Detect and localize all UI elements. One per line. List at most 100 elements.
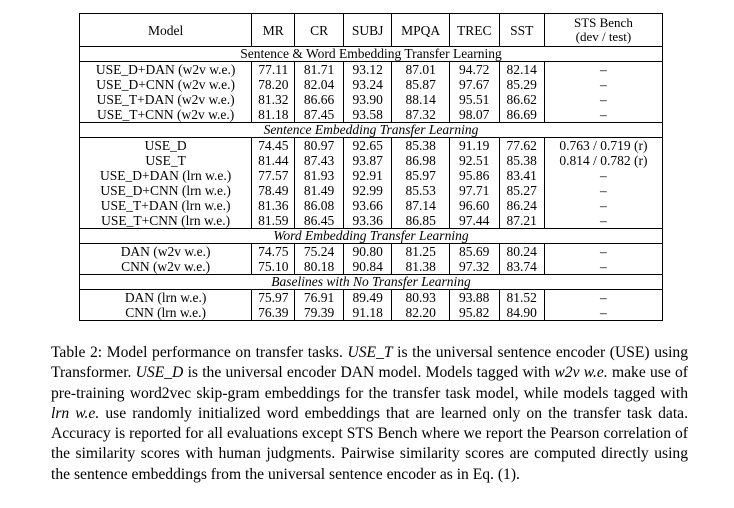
cell-cr: 87.45 [294,107,344,123]
cell-sst: 85.27 [498,183,545,198]
cell-trec: 97.32 [448,259,500,275]
cell-model: USE_T+DAN (lrn w.e.) [78,198,252,213]
cell-mr: 76.39 [251,305,295,321]
cell-subj: 93.36 [342,213,392,229]
cell-trec: 97.67 [448,77,500,92]
cell-mr: 75.97 [251,289,295,305]
section-title: Sentence Embedding Transfer Learning [79,122,663,138]
cell-model: USE_D+DAN (w2v w.e.) [78,61,252,77]
cell-mpqa: 87.32 [391,107,450,123]
table-row: DAN (lrn w.e.) 75.97 76.91 89.49 80.93 93.88 8… [78,289,663,305]
caption-text-5: use randomly initialized word embeddings… [51,404,688,483]
cell-sts: – [543,183,663,198]
cell-mpqa: 87.14 [391,198,450,213]
header-model: Model [78,13,252,47]
cell-cr: 81.49 [294,183,344,198]
cell-sts: – [543,289,663,305]
cell-model: USE_T+CNN (w2v w.e.) [78,107,252,123]
cell-mpqa: 80.93 [391,289,450,305]
cell-sts: – [543,213,663,229]
cell-model: CNN (w2v w.e.) [78,259,252,275]
cell-sst: 87.21 [498,213,545,229]
caption-text-3: is the universal encoder DAN model. Mode… [183,364,555,382]
cell-mpqa: 81.38 [391,259,450,275]
cell-sts: – [543,259,663,275]
cell-mpqa: 85.53 [391,183,450,198]
cell-trec: 98.07 [448,107,500,123]
table-row: USE_D+DAN (w2v w.e.) 77.11 81.71 93.12 87.01… [78,61,663,77]
caption-text-1: Table 2: Model performance on transfer t… [51,344,348,361]
table-row: USE_D 74.45 80.97 92.65 85.38 91.19 77.62 0.763… [78,137,663,153]
cell-mpqa: 87.01 [391,61,450,77]
cell-model: USE_D [78,137,252,153]
cell-sst: 85.29 [498,77,545,92]
section-title: Baselines with No Transfer Learning [79,274,663,290]
cell-cr: 75.24 [294,243,344,259]
cell-sst: 81.52 [498,289,545,305]
cell-sts: – [543,243,663,259]
table-row: USE_T 81.44 87.43 93.87 86.98 92.51 85.38 0.814… [78,153,663,168]
header-sts-bench: STS Bench (dev / test) [543,13,663,47]
cell-mr: 81.32 [251,92,295,107]
cell-cr: 81.93 [294,168,344,183]
cell-sst: 85.38 [498,153,545,168]
cell-trec: 97.44 [448,213,500,229]
table-row: USE_T+DAN (w2v w.e.) 81.32 86.66 93.90 88.14… [78,92,663,107]
cell-subj: 90.80 [342,243,392,259]
cell-cr: 80.97 [294,137,344,153]
cell-mr: 77.57 [251,168,295,183]
cell-cr: 86.66 [294,92,344,107]
cell-sts: – [543,305,663,321]
caption-text-4: make use of pre-training word2vec skip-g… [51,364,688,402]
cell-sst: 86.24 [498,198,545,213]
cell-sts: – [543,61,663,77]
cell-cr: 86.08 [294,198,344,213]
section-header-row: Sentence Embedding Transfer Learning [79,122,663,138]
cell-trec: 85.69 [448,243,500,259]
cell-model: USE_T [78,153,252,168]
cell-mr: 74.75 [251,243,295,259]
caption-em-use-d: USE_D [135,364,184,382]
cell-mpqa: 85.87 [391,77,450,92]
cell-cr: 86.45 [294,213,344,229]
cell-sst: 83.41 [498,168,545,183]
section-header-row: Sentence & Word Embedding Transfer Learn… [79,46,663,62]
cell-sts: – [543,77,663,92]
cell-subj: 91.18 [342,305,392,321]
cell-mr: 81.59 [251,213,295,229]
header-subj: SUBJ [342,13,392,47]
header-cr: CR [294,13,344,47]
cell-cr: 87.43 [294,153,344,168]
cell-model: USE_D+DAN (lrn w.e.) [78,168,252,183]
cell-trec: 92.51 [448,153,500,168]
cell-sts: 0.814 / 0.782 (r) [543,153,663,168]
cell-mr: 81.18 [251,107,295,123]
table-row: USE_D+CNN (lrn w.e.) 78.49 81.49 92.99 85.53… [78,183,663,198]
table-header: Model MR CR SUBJ MPQA TREC SST STS Bench… [78,13,663,47]
cell-sts: – [543,198,663,213]
results-table-container: Model MR CR SUBJ MPQA TREC SST STS Bench… [78,13,663,321]
cell-subj: 93.24 [342,77,392,92]
header-sts-line1: STS Bench [573,15,633,30]
cell-subj: 90.84 [342,259,392,275]
table-row: USE_T+CNN (lrn w.e.) 81.59 86.45 93.36 86.85… [78,213,663,229]
header-mr: MR [251,13,295,47]
cell-mr: 78.20 [251,77,295,92]
caption-text-2: is the universal sentence encoder (USE) … [51,344,688,382]
cell-model: USE_D+CNN (lrn w.e.) [78,183,252,198]
cell-model: CNN (lrn w.e.) [78,305,252,321]
table-row: DAN (w2v w.e.) 74.75 75.24 90.80 81.25 85.69 8… [78,243,663,259]
cell-subj: 93.58 [342,107,392,123]
cell-mr: 78.49 [251,183,295,198]
cell-model: USE_D+CNN (w2v w.e.) [78,77,252,92]
cell-sts: – [543,168,663,183]
table-row: USE_D+CNN (w2v w.e.) 78.20 82.04 93.24 85.87… [78,77,663,92]
cell-subj: 92.99 [342,183,392,198]
cell-trec: 95.82 [448,305,500,321]
table-row: USE_T+CNN (w2v w.e.) 81.18 87.45 93.58 87.32… [78,107,663,123]
table-row: CNN (w2v w.e.) 75.10 80.18 90.84 81.38 97.32 8… [78,259,663,275]
cell-trec: 91.19 [448,137,500,153]
cell-model: DAN (lrn w.e.) [78,289,252,305]
cell-mpqa: 86.85 [391,213,450,229]
table-row: USE_D+DAN (lrn w.e.) 77.57 81.93 92.91 85.97… [78,168,663,183]
